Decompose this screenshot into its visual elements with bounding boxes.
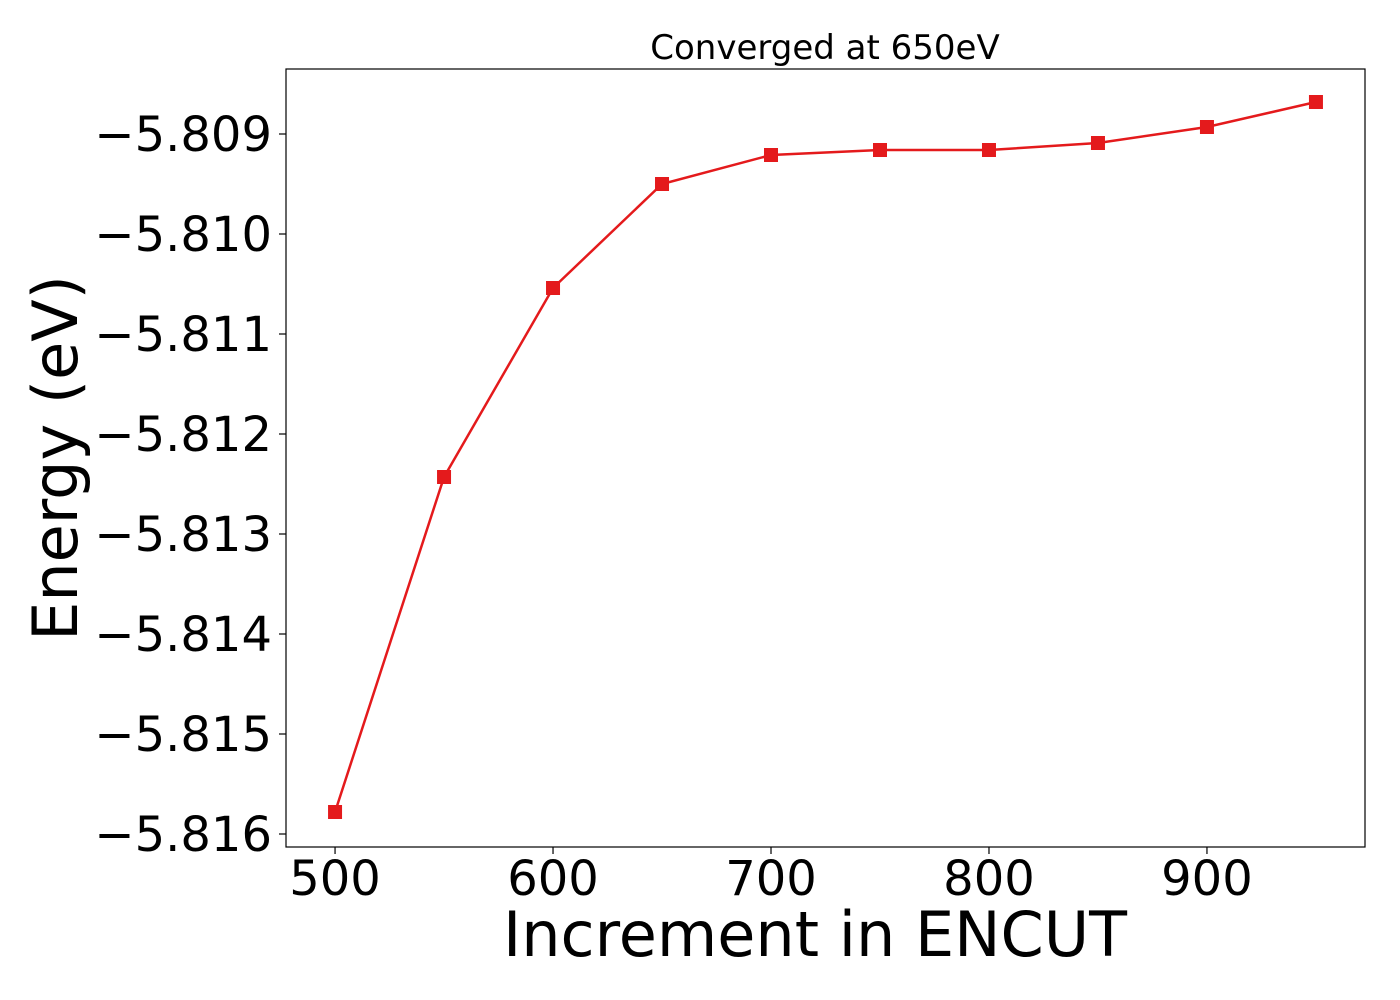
y-tick-label: −5.813 [94,507,272,563]
data-point [981,143,996,157]
y-tick-label: −5.810 [94,207,272,263]
data-point [1308,95,1323,109]
y-tick-label: −5.811 [94,307,272,363]
y-tick-label: −5.816 [94,807,272,863]
chart-title: Converged at 650eV [650,28,999,68]
y-tick-label: −5.815 [94,707,272,763]
data-point [764,148,779,162]
x-tick-label: 900 [1161,851,1253,907]
x-tick-label: 700 [725,851,817,907]
x-tick-label: 800 [943,851,1035,907]
y-tick-label: −5.809 [94,107,272,163]
y-axis-ticks: −5.816 −5.815 −5.814 −5.813 −5.812 −5.811 −5.8… [94,107,286,863]
data-points [328,95,1323,819]
x-tick-label: 500 [289,851,381,907]
plot-area [285,68,1366,848]
y-tick-label: −5.814 [94,607,272,663]
series-line [333,100,1317,813]
x-axis-ticks: 500 600 700 800 900 [289,847,1253,907]
x-tick-label: 600 [507,851,599,907]
data-point [328,805,343,819]
data-point [1199,120,1214,134]
data-point [872,143,887,157]
y-tick-label: −5.812 [94,407,272,463]
x-axis-label: Increment in ENCUT [503,898,1128,971]
y-axis-label: Energy (eV) [19,275,92,641]
data-point [437,470,452,484]
data-point [655,177,670,191]
data-point [1090,136,1105,150]
data-point [546,281,561,295]
